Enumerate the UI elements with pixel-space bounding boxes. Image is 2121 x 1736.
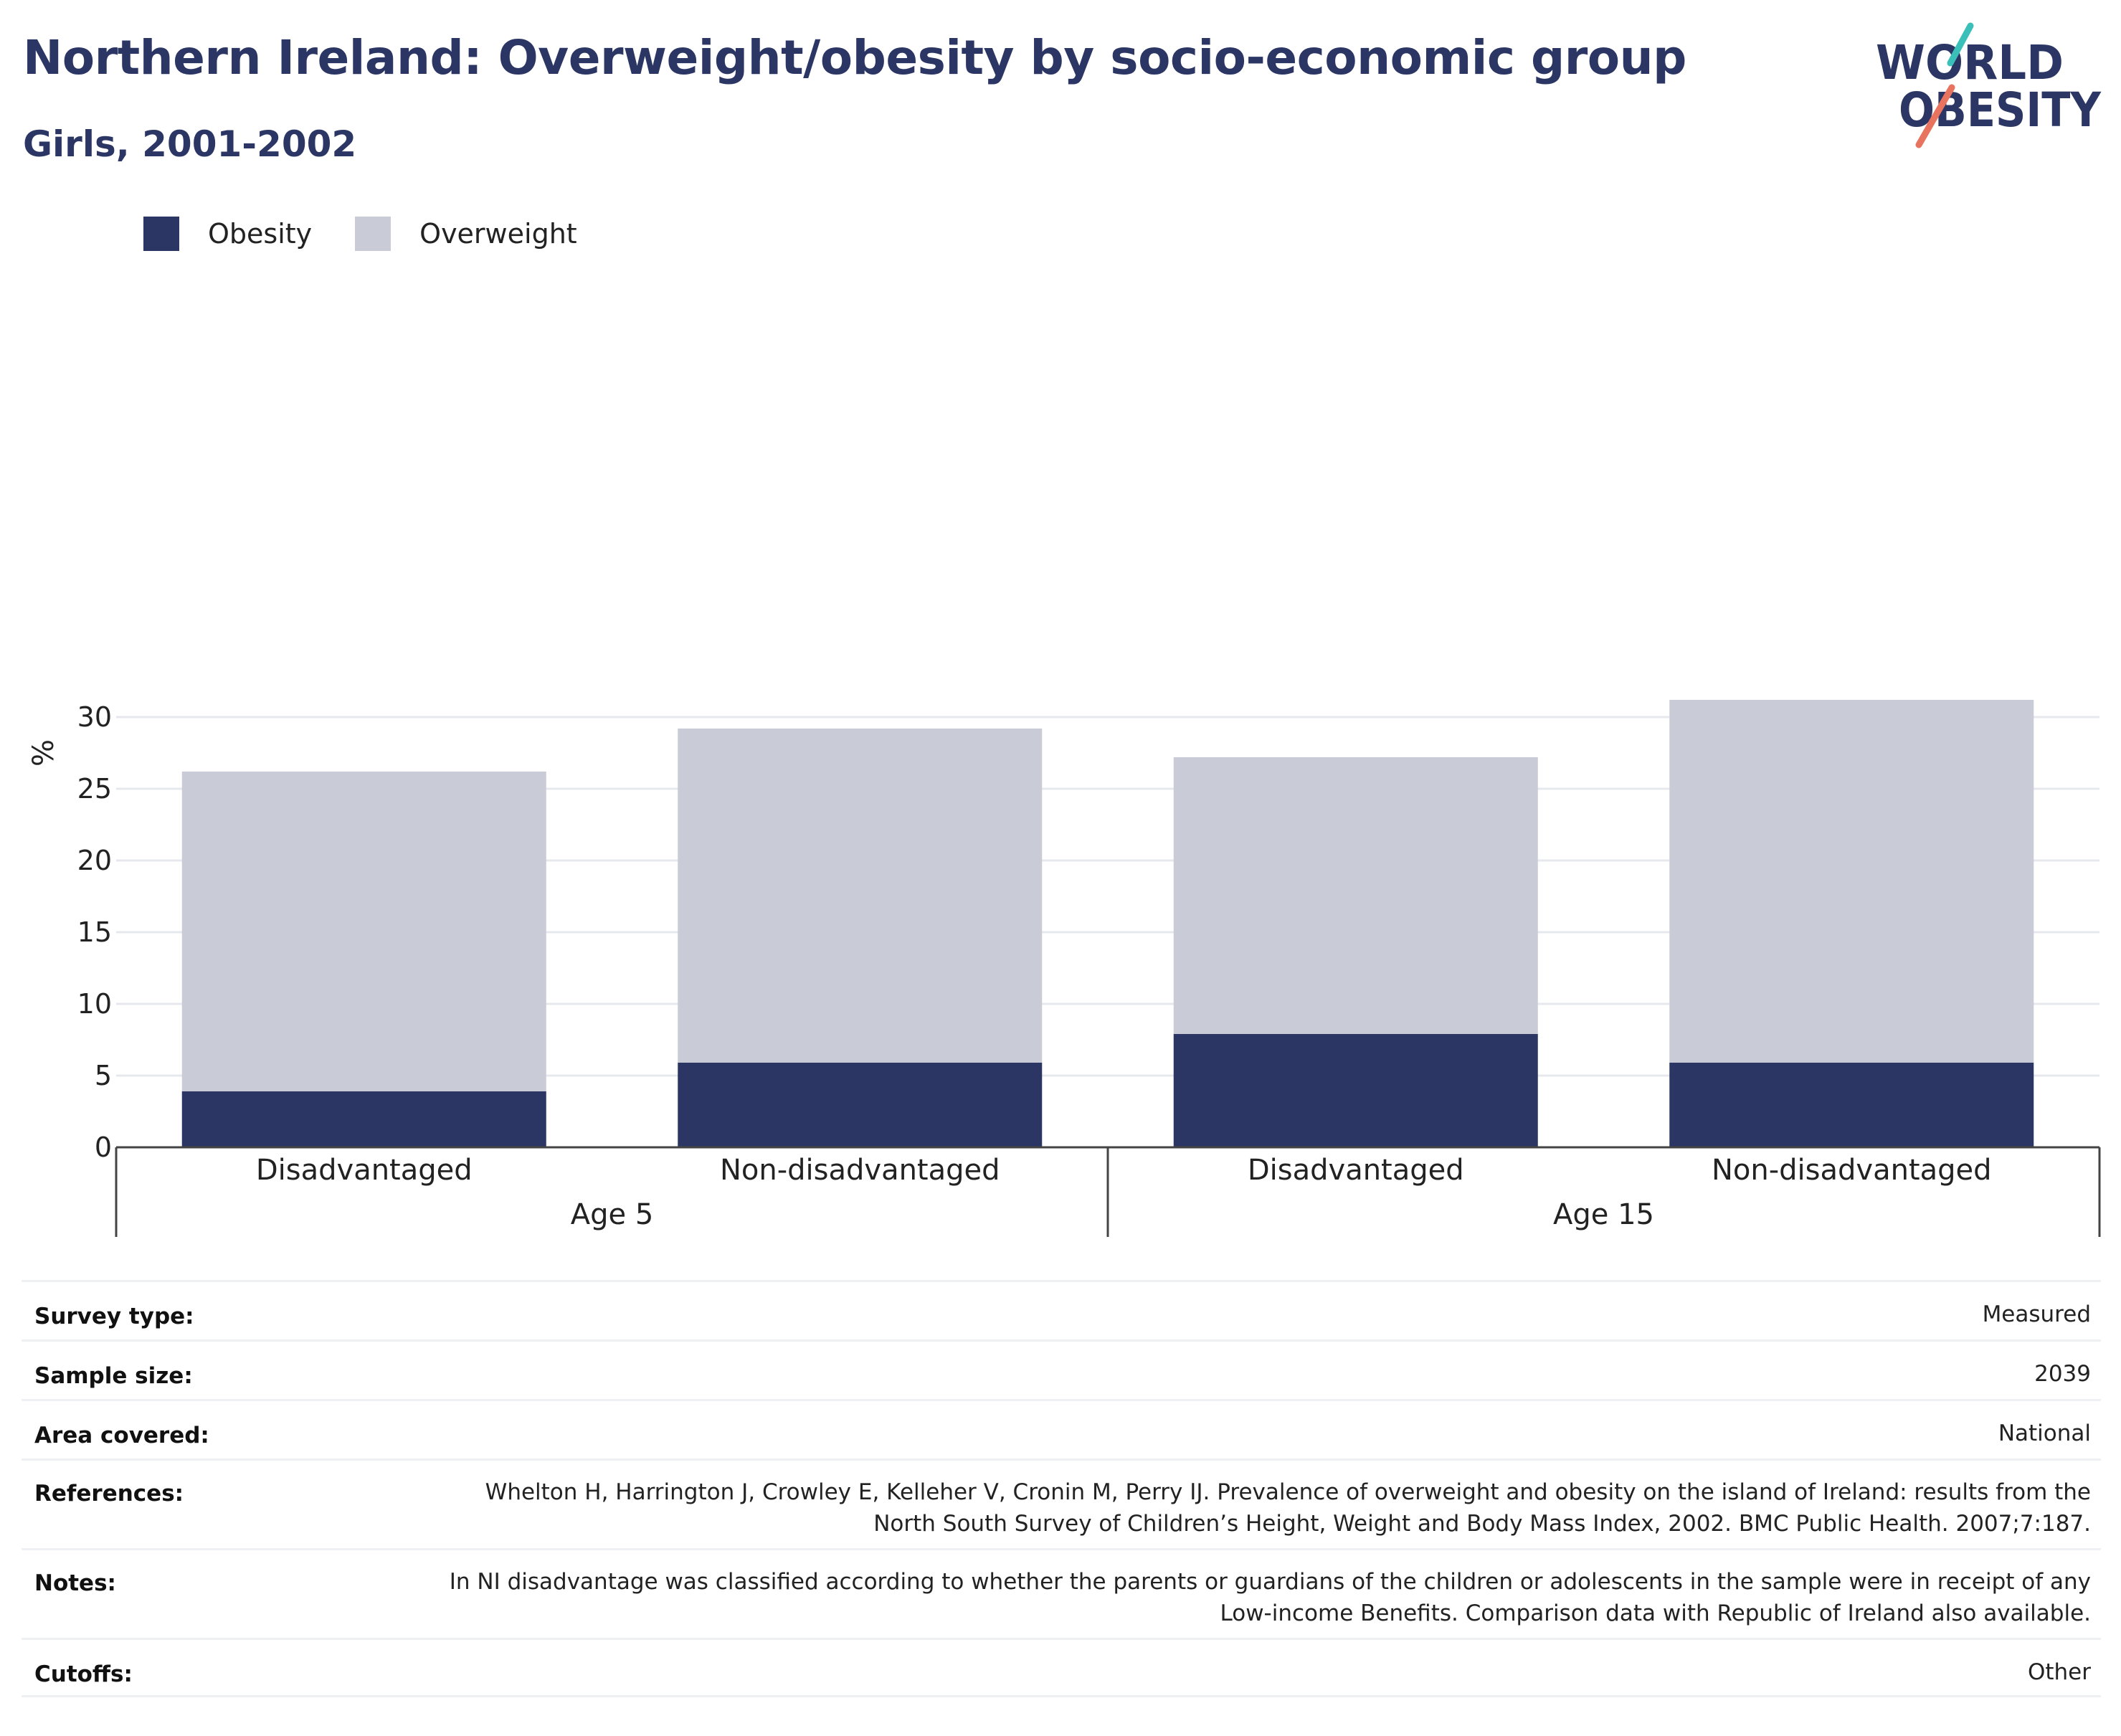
y-tick-label: 30	[77, 701, 112, 733]
info-value: Other	[2027, 1659, 2091, 1685]
bar-overweight-1	[678, 729, 1043, 1063]
group-label: Age 5	[571, 1198, 654, 1231]
chart-subtitle: Girls, 2001-2002	[23, 123, 357, 165]
info-row-notes: Notes: In NI disadvantage was classified…	[22, 1548, 2101, 1638]
x-tick-label: Disadvantaged	[1248, 1154, 1464, 1187]
info-label: Sample size:	[34, 1363, 193, 1389]
bar-obesity-0	[181, 1091, 546, 1147]
info-label: References:	[34, 1481, 184, 1507]
info-value: In NI disadvantage was classified accord…	[449, 1569, 2091, 1626]
x-tick-label: Non-disadvantaged	[720, 1154, 1000, 1187]
bar-overweight-3	[1669, 700, 2034, 1063]
info-label: Notes:	[34, 1570, 116, 1596]
group-label: Age 15	[1553, 1198, 1654, 1231]
info-value: 2039	[2034, 1361, 2091, 1387]
info-row-sample-size: Sample size: 2039	[22, 1339, 2101, 1399]
info-row-area-covered: Area covered: National	[22, 1399, 2101, 1458]
legend-swatch-overweight	[355, 217, 392, 251]
info-row-references: References: Whelton H, Harrington J, Cro…	[22, 1458, 2101, 1548]
stacked-bar-chart: 0 5 10 15 20 25 30% Disadvantaged Non-disadvanta…	[27, 700, 2101, 1237]
y-tick-label: 15	[77, 916, 112, 948]
chart-legend: Obesity Overweight	[143, 215, 620, 252]
info-label: Cutoffs:	[34, 1661, 133, 1687]
bar-obesity-1	[678, 1063, 1043, 1147]
y-tick-label: 20	[77, 845, 112, 876]
chart-title: Northern Ireland: Overweight/obesity by …	[23, 30, 1686, 85]
y-tick-label: 0	[95, 1132, 112, 1163]
bar-obesity-3	[1669, 1063, 2034, 1147]
logo-line-1: WORLD	[1876, 35, 2064, 90]
info-value: National	[1998, 1420, 2091, 1446]
info-row-survey-type: Survey type: Measured	[22, 1280, 2101, 1339]
info-value: Whelton H, Harrington J, Crowley E, Kell…	[485, 1479, 2091, 1537]
survey-info-table: Survey type: Measured Sample size: 2039 …	[22, 1280, 2101, 1697]
y-tick-label: 10	[77, 988, 112, 1020]
y-tick-label: 5	[95, 1060, 112, 1091]
legend-item-obesity[interactable]: Obesity	[143, 217, 312, 251]
x-tick-label: Disadvantaged	[256, 1154, 473, 1187]
info-label: Survey type:	[34, 1304, 194, 1329]
world-obesity-logo: WORLD OBESITY	[1864, 22, 2108, 151]
x-tick-label: Non-disadvantaged	[1712, 1154, 1992, 1187]
legend-label-obesity: Obesity	[208, 218, 313, 250]
legend-label-overweight: Overweight	[419, 218, 577, 250]
bar-overweight-2	[1173, 757, 1538, 1034]
bar-overweight-0	[181, 772, 546, 1091]
y-tick-label: 25	[77, 773, 112, 805]
info-label: Area covered:	[34, 1423, 209, 1448]
y-axis-label: %	[27, 739, 60, 767]
legend-item-overweight[interactable]: Overweight	[355, 217, 577, 251]
info-row-cutoffs: Cutoffs: Other	[22, 1638, 2101, 1697]
info-value: Measured	[1982, 1301, 2091, 1327]
legend-swatch-obesity	[143, 217, 179, 251]
bar-obesity-2	[1173, 1034, 1538, 1147]
logo-line-2: OBESITY	[1899, 82, 2102, 138]
